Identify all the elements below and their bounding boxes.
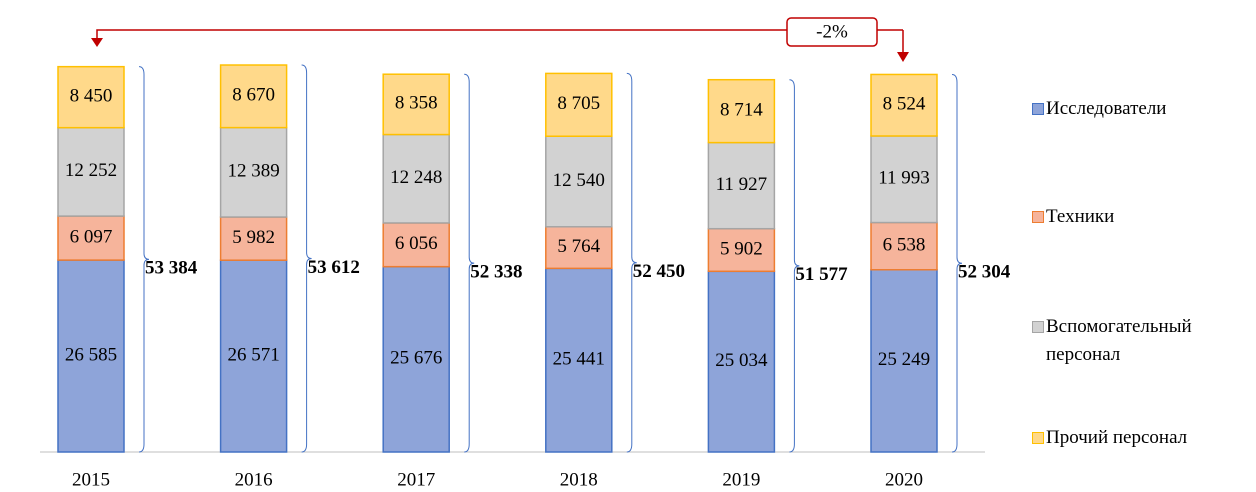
data-label: 8 670 — [232, 85, 275, 106]
data-label: 11 993 — [878, 168, 930, 189]
total-label: 53 612 — [308, 257, 360, 278]
legend-item: Прочий персонал — [1030, 424, 1256, 452]
change-arrow — [96, 29, 903, 40]
bar-segment — [870, 73, 938, 137]
bar-segment — [57, 215, 125, 261]
data-label: 5 764 — [557, 236, 600, 257]
legend-swatch — [1032, 211, 1044, 223]
data-label: 5 902 — [720, 238, 763, 259]
bar-segment — [382, 265, 450, 453]
data-label: 12 252 — [65, 160, 117, 181]
legend-item: Исследователи — [1030, 95, 1256, 123]
data-label: 5 982 — [232, 227, 275, 248]
total-label: 52 304 — [958, 262, 1011, 283]
legend-label: Исследователи — [1046, 98, 1167, 119]
total-brace — [626, 72, 637, 453]
data-label: 25 249 — [878, 349, 930, 370]
data-label: 12 248 — [390, 167, 442, 188]
legend-label: Прочий персонал — [1046, 427, 1188, 448]
arrow-head — [91, 38, 103, 47]
bar-segment — [219, 259, 288, 453]
legend-item: Техники — [1030, 203, 1256, 231]
data-label: 26 571 — [227, 344, 279, 365]
bar-segment — [382, 133, 450, 224]
bar-segment — [870, 221, 938, 271]
annotation-box — [786, 17, 878, 47]
total-label: 53 384 — [145, 258, 198, 279]
x-tick-label: 2017 — [397, 469, 435, 490]
legend-item: Вспомогательный персонал — [1030, 313, 1256, 369]
data-label: 26 585 — [65, 344, 117, 365]
bar-segment — [382, 222, 450, 268]
data-label: 8 714 — [720, 100, 763, 121]
bar-segment — [707, 270, 776, 453]
bar-segment — [707, 141, 776, 230]
x-tick-label: 2018 — [560, 469, 598, 490]
arrow-head — [897, 52, 909, 62]
data-label: 12 540 — [553, 170, 605, 191]
data-label: 6 538 — [883, 235, 926, 256]
bar-segment — [870, 135, 938, 224]
bar-segment — [382, 73, 450, 136]
legend-swatch — [1032, 103, 1044, 115]
total-label: 51 577 — [795, 264, 848, 285]
data-label: 8 358 — [395, 93, 438, 114]
data-label: 6 056 — [395, 233, 438, 254]
data-label: 8 705 — [557, 93, 600, 114]
total-brace — [464, 73, 475, 453]
bar-segment — [219, 64, 288, 129]
total-brace — [951, 73, 963, 453]
bar-segment — [545, 72, 613, 137]
bar-segment — [219, 126, 288, 218]
data-label: 25 676 — [390, 348, 442, 369]
bar-segment — [707, 78, 776, 144]
bar-segment — [545, 267, 613, 453]
total-brace — [138, 66, 150, 453]
data-label: 25 034 — [715, 350, 768, 371]
data-label: 6 097 — [70, 226, 113, 247]
data-label: 12 389 — [227, 161, 279, 182]
bar-segment — [57, 65, 125, 129]
total-label: 52 338 — [470, 261, 522, 282]
data-label: 11 927 — [716, 174, 768, 195]
x-tick-label: 2015 — [72, 469, 110, 490]
annotation: -2% — [816, 21, 848, 42]
legend-label: Техники — [1046, 206, 1115, 227]
bar-segment — [219, 216, 288, 261]
total-brace — [301, 64, 312, 453]
legend-label: Вспомогательный персонал — [1046, 316, 1192, 365]
legend-swatch — [1032, 432, 1044, 444]
data-label: 25 441 — [553, 349, 605, 370]
data-label: 8 524 — [883, 94, 926, 115]
bar-segment — [707, 227, 776, 273]
x-tick-label: 2019 — [722, 469, 760, 490]
x-tick-label: 2016 — [235, 469, 273, 490]
total-brace — [789, 79, 800, 453]
total-label: 52 450 — [633, 261, 685, 282]
legend-swatch — [1032, 321, 1044, 333]
bar-segment — [57, 259, 125, 453]
x-tick-label: 2020 — [885, 469, 923, 490]
data-label: 8 450 — [70, 86, 113, 107]
